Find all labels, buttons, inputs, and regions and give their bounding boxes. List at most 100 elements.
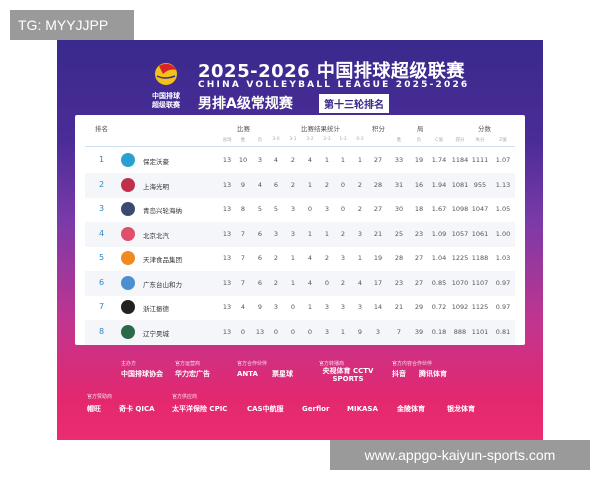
stat-cell: 8: [240, 205, 246, 213]
stat-cell: 4: [307, 278, 313, 287]
stat-cell: 5: [257, 205, 263, 213]
sponsor-logo: 太平洋保险 CPIC: [172, 405, 228, 413]
stat-cell: 1: [324, 229, 330, 238]
column-header: 3-1: [289, 137, 297, 142]
stat-cell: 1: [307, 303, 313, 311]
stat-cell: 1: [340, 327, 346, 336]
stat-cell: 13: [222, 156, 232, 164]
stat-cell: 19: [373, 254, 383, 262]
table-row: 3 青岛兴轮海纳 13 8 5 5 3 0 3 0 2 27 30 18 1.67 1098 1047 1.05: [85, 197, 515, 222]
sponsor-logo: 腾讯体育: [419, 370, 447, 378]
stat-cell: 1.09: [431, 229, 447, 238]
sponsor-logo: 帽旺: [87, 405, 101, 413]
stat-cell: 1: [290, 254, 296, 262]
stat-cell: 2: [273, 278, 279, 287]
stat-cell: 27: [373, 205, 383, 213]
sponsor-logo: 票星球: [272, 370, 293, 378]
stat-cell: 13: [255, 327, 265, 336]
sponsor-logo: 奇卡 QICA: [119, 405, 155, 413]
stat-cell: 0: [273, 327, 279, 336]
team-name: 天津食品集团: [143, 256, 182, 264]
column-header: 2-3: [323, 137, 331, 142]
team-name: 保定沃豪: [143, 158, 169, 166]
sponsor-logo: Gerflor: [302, 405, 330, 413]
stat-cell: 4: [307, 254, 313, 262]
stat-cell: 1101: [471, 327, 489, 336]
team-name: 青岛兴轮海纳: [143, 207, 182, 215]
stat-cell: 3: [340, 254, 346, 262]
stat-cell: 4: [240, 303, 246, 311]
sponsor-logo: ANTA: [237, 370, 258, 378]
stat-cell: 0: [307, 327, 313, 336]
header-scores: 分数: [478, 125, 491, 133]
stat-cell: 1: [357, 156, 363, 164]
sponsor-logo: 抖音: [392, 370, 406, 378]
stat-cell: 0.18: [431, 327, 447, 336]
stat-cell: 2: [290, 156, 296, 164]
stat-cell: 955: [473, 180, 487, 189]
stat-cell: 21: [373, 229, 383, 238]
sponsor-category-label: 官方合作伙伴: [237, 361, 268, 367]
rank-cell: 5: [99, 253, 105, 262]
team-name: 辽宁昊城: [143, 329, 169, 338]
stat-cell: 27: [414, 254, 424, 262]
standings-table: 排名 比赛 比赛结果统计 积分 局 分数 总场 胜 负 3-0 3-1 3-2 2-3 1-3…: [75, 115, 525, 345]
stat-cell: 0: [290, 327, 296, 336]
stat-cell: 4: [357, 278, 363, 287]
section-title: 男排A级常规赛: [198, 96, 293, 112]
stat-cell: 2: [357, 205, 363, 213]
column-header: 3-0: [272, 137, 280, 142]
stat-cell: 1: [307, 180, 313, 189]
page-title: 2025-2026 中国排球超级联赛: [198, 61, 465, 82]
stat-cell: 27: [414, 278, 424, 287]
sponsor-logo: CAS中航服: [247, 405, 284, 413]
sponsors-area: 主办方 官方运营商 官方合作伙伴 官方转播商 官方内容合作伙伴 官方赞助商 官方供应商 中国排…: [57, 360, 543, 440]
team-logo-icon: [121, 324, 135, 339]
stat-cell: 4: [273, 156, 279, 164]
stat-cell: 1.03: [495, 254, 511, 262]
table-row: 7 浙江振德 13 4 9 3 0 1 3 3 3 14 21 29 0.72 1092 1125 0.97: [85, 295, 515, 320]
stat-cell: 1081: [451, 180, 469, 189]
stat-cell: 5: [273, 205, 279, 213]
page-subtitle: CHINA VOLLEYBALL LEAGUE 2025-2026: [198, 80, 470, 90]
column-header: 负: [257, 138, 263, 143]
rank-cell: 2: [99, 179, 105, 189]
rank-cell: 1: [99, 155, 105, 164]
sponsor-logo: MIKASA: [347, 405, 378, 413]
table-row: 4 北京北汽 13 7 6 3 3 1 1 2 3 21 25 23 1.09 1057 1061 1.00: [85, 221, 515, 247]
sponsor-logo: 金陵体育: [397, 405, 425, 413]
stat-cell: 2: [340, 278, 346, 287]
stat-cell: 1061: [471, 229, 489, 238]
stat-cell: 18: [414, 205, 424, 213]
stat-cell: 0.97: [495, 278, 511, 287]
stat-cell: 13: [222, 229, 232, 238]
team-name: 广东台山和力: [143, 280, 182, 289]
sponsor-logo: 中国排球协会: [121, 370, 163, 378]
team-logo-icon: [121, 202, 135, 216]
sponsor-logo: 银龙体育: [447, 405, 475, 413]
stat-cell: 13: [222, 180, 232, 189]
team-logo-icon: [121, 275, 135, 290]
round-badge: 第十三轮排名: [319, 94, 389, 113]
sponsor-category-label: 官方赞助商: [87, 394, 113, 400]
stat-cell: 10: [238, 156, 248, 164]
rank-cell: 8: [99, 326, 105, 336]
stat-cell: 2: [290, 180, 296, 189]
standings-poster: 中国排球超级联赛 2025-2026 中国排球超级联赛 CHINA VOLLEY…: [57, 40, 543, 440]
stat-cell: 6: [273, 180, 279, 189]
team-name: 浙江振德: [143, 305, 169, 313]
team-name: 北京北汽: [143, 231, 169, 240]
sponsor-category-label: 官方转播商: [319, 361, 345, 367]
stat-cell: 9: [240, 180, 246, 189]
stat-cell: 1.94: [431, 180, 447, 189]
stat-cell: 1.04: [431, 254, 447, 262]
column-header: 0-3: [356, 137, 364, 142]
stat-cell: 2: [357, 180, 363, 189]
stat-cell: 0.97: [495, 303, 511, 311]
column-header: C值: [435, 138, 443, 143]
stat-cell: 1.00: [495, 229, 511, 238]
stat-cell: 25: [394, 229, 404, 238]
stat-cell: 1.74: [431, 156, 447, 164]
stat-cell: 888: [453, 327, 467, 336]
stat-cell: 1.07: [495, 156, 511, 164]
